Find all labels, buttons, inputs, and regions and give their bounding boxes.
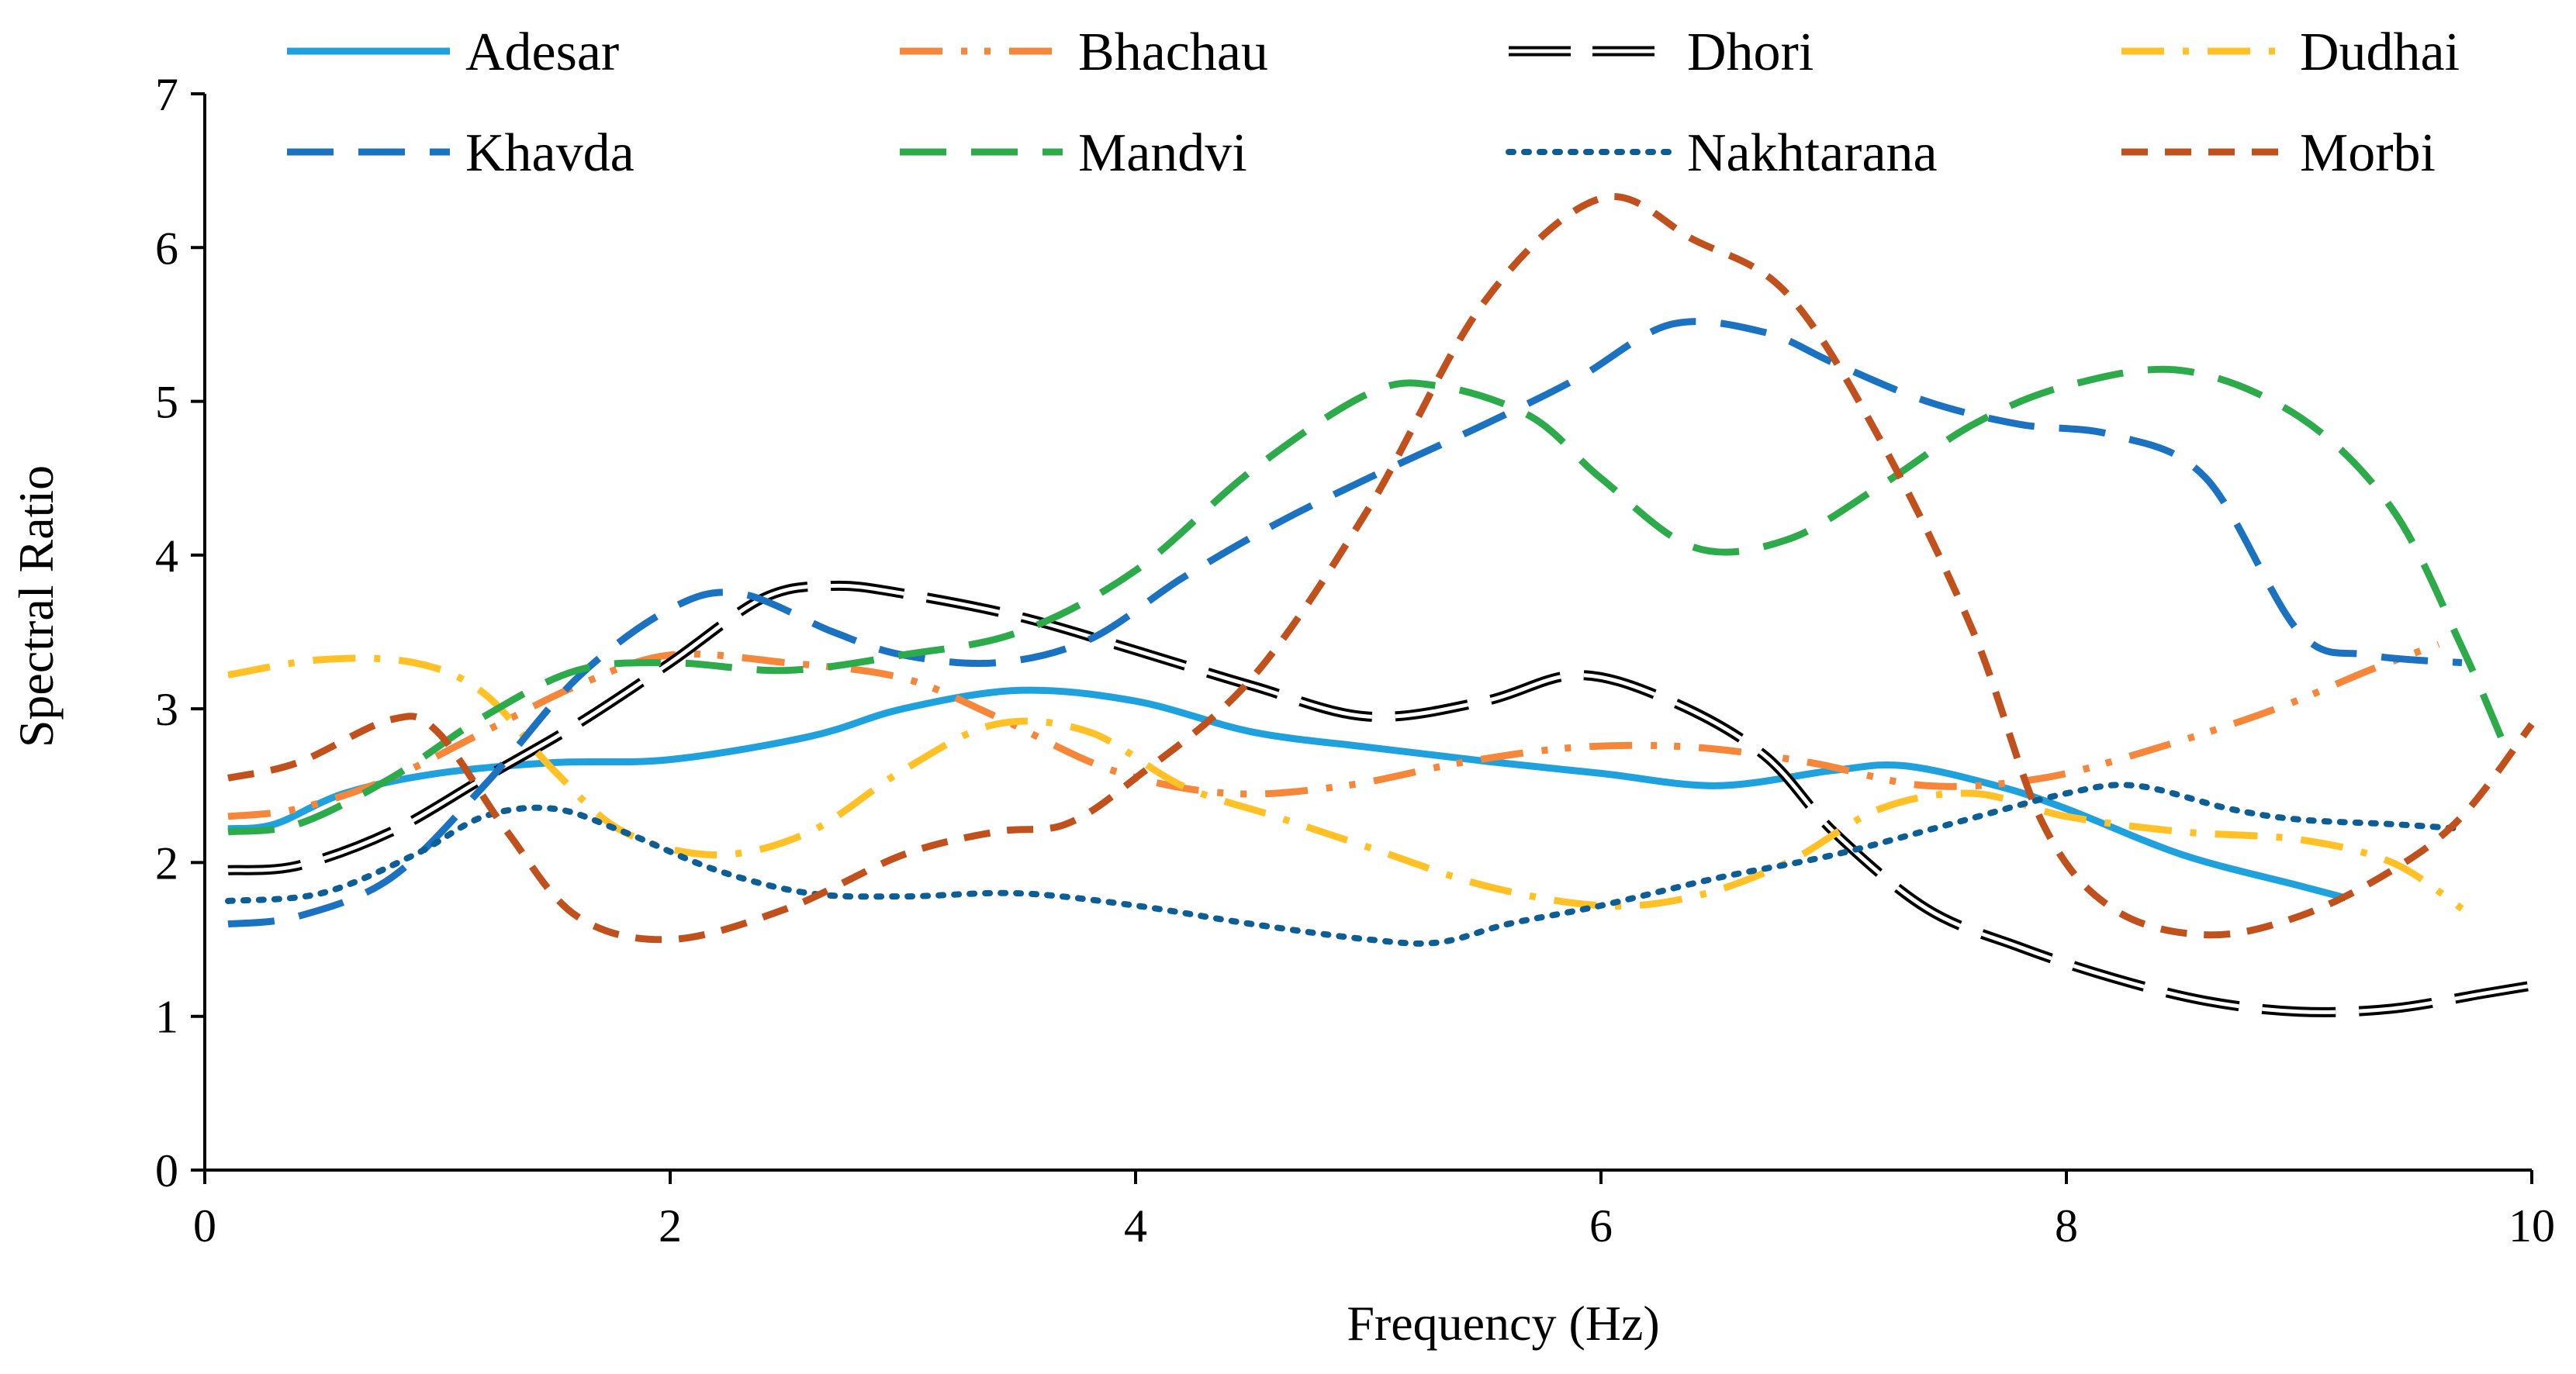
x-tick-label: 2 — [659, 1200, 682, 1251]
x-tick-label: 0 — [193, 1200, 216, 1251]
legend-label-dhori: Dhori — [1687, 22, 1814, 82]
legend-label-khavda: Khavda — [465, 123, 634, 183]
series-line-nakhtarana — [225, 782, 2465, 947]
series-line-morbi — [227, 193, 2535, 944]
x-tick-label: 4 — [1124, 1200, 1147, 1251]
y-tick-label: 4 — [155, 530, 178, 582]
y-tick-label: 6 — [155, 223, 178, 274]
legend-label-nakhtarana: Nakhtarana — [1687, 123, 1938, 183]
axes: 0 1 2 3 4 5 6 7 0 2 4 6 8 10 — [155, 69, 2555, 1251]
y-tick-label: 1 — [155, 992, 178, 1043]
y-axis-title: Spectral Ratio — [9, 465, 64, 747]
series-line-dhori — [227, 583, 2533, 1014]
plot-series — [225, 193, 2535, 1017]
legend-label-adesar: Adesar — [465, 22, 619, 82]
x-tick-label: 8 — [2055, 1200, 2078, 1251]
legend-label-bhachau: Bhachau — [1078, 22, 1268, 82]
y-tick-label: 7 — [155, 69, 178, 120]
x-tick-label: 10 — [2509, 1200, 2555, 1251]
legend-label-morbi: Morbi — [2300, 123, 2436, 183]
y-tick-label: 5 — [155, 377, 178, 428]
legend-label-dudhai: Dudhai — [2300, 22, 2460, 82]
x-tick-label: 6 — [1589, 1200, 1613, 1251]
y-tick-label: 3 — [155, 684, 178, 735]
legend: Adesar Bhachau Dhori Dudhai Khavda Mandvi Nakh… — [287, 22, 2460, 183]
series-line-khavda — [227, 318, 2463, 928]
series-line-bhachau — [227, 640, 2440, 820]
series-line-dudhai — [227, 654, 2464, 912]
y-tick-label: 2 — [155, 837, 178, 889]
x-axis-title: Frequency (Hz) — [1347, 1296, 1659, 1351]
legend-label-mandvi: Mandvi — [1078, 123, 1247, 183]
y-tick-label: 0 — [155, 1145, 178, 1196]
